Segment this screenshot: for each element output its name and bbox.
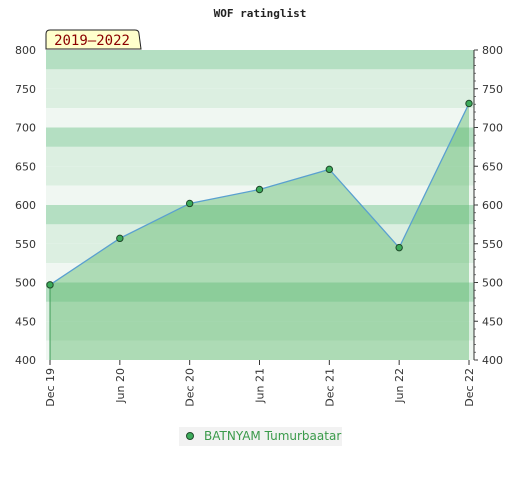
data-point (465, 99, 473, 108)
grid-band (46, 108, 474, 128)
data-point (185, 199, 194, 208)
grid-band (46, 282, 474, 302)
y-tick-label-right: 550 (482, 238, 503, 251)
series-area (50, 103, 469, 360)
y-tick-label-left: 800 (15, 44, 36, 57)
x-tick-label: Dec 22 (463, 368, 476, 407)
legend: BATNYAM Tumurbaatar (179, 427, 342, 446)
grid-band (46, 321, 474, 341)
x-tick-label: Dec 21 (323, 368, 336, 407)
x-tick-label: Dec 20 (184, 368, 197, 407)
grid-band (46, 166, 474, 186)
grid-band (46, 88, 474, 109)
y-tick-label-right: 800 (482, 44, 503, 57)
markers (46, 99, 473, 289)
y-tick-label-left: 550 (15, 238, 36, 251)
y-tick-label-right: 450 (482, 315, 503, 328)
grid-band (46, 224, 474, 244)
y-tick-label-left: 700 (15, 122, 36, 135)
y-tick-label-left: 450 (15, 315, 36, 328)
grid-band (46, 340, 474, 360)
y-tick-label-left: 750 (15, 83, 36, 96)
y-tick-label-left: 400 (15, 354, 36, 367)
x-tick-label: Dec 19 (44, 368, 57, 407)
x-tick-label: Jun 22 (393, 368, 406, 404)
legend-bg (179, 427, 342, 446)
grid-band (46, 205, 474, 225)
y-tick-label-left: 500 (15, 277, 36, 290)
chart-title: WOF ratinglist (214, 7, 307, 20)
y-tick-label-right: 750 (482, 83, 503, 96)
grid-band (46, 185, 474, 205)
legend-series-name: BATNYAM Tumurbaatar (204, 429, 341, 443)
y-tick-label-left: 650 (15, 160, 36, 173)
period-badge-text: 2019–2022 (54, 33, 130, 49)
y-tick-label-right: 700 (482, 122, 503, 135)
data-point (116, 234, 124, 243)
data-point (395, 243, 403, 252)
legend-marker (186, 432, 194, 440)
grid-band (46, 146, 474, 167)
period-badge-bg (45, 29, 142, 50)
grid-band (46, 263, 474, 283)
data-point (325, 165, 334, 174)
background-bands (46, 50, 474, 360)
axes: 400 400 450 450 500 500 550 550 600 600 650 650 700 7… (15, 44, 503, 407)
grid-band (46, 69, 474, 89)
data-point (46, 281, 54, 289)
y-tick-label-right: 400 (482, 354, 503, 367)
grid-band (46, 301, 474, 322)
y-tick-label-left: 600 (15, 199, 36, 212)
grid-band (46, 127, 474, 147)
grid-band (46, 50, 474, 70)
x-tick-label: Jun 20 (114, 368, 127, 404)
y-tick-label-right: 600 (482, 199, 503, 212)
y-tick-label-right: 500 (482, 277, 503, 290)
x-tick-label: Jun 21 (254, 368, 267, 404)
period-badge: 2019–2022 (45, 29, 142, 50)
data-point (255, 185, 264, 194)
grid-band (46, 243, 474, 264)
y-tick-label-right: 650 (482, 160, 503, 173)
